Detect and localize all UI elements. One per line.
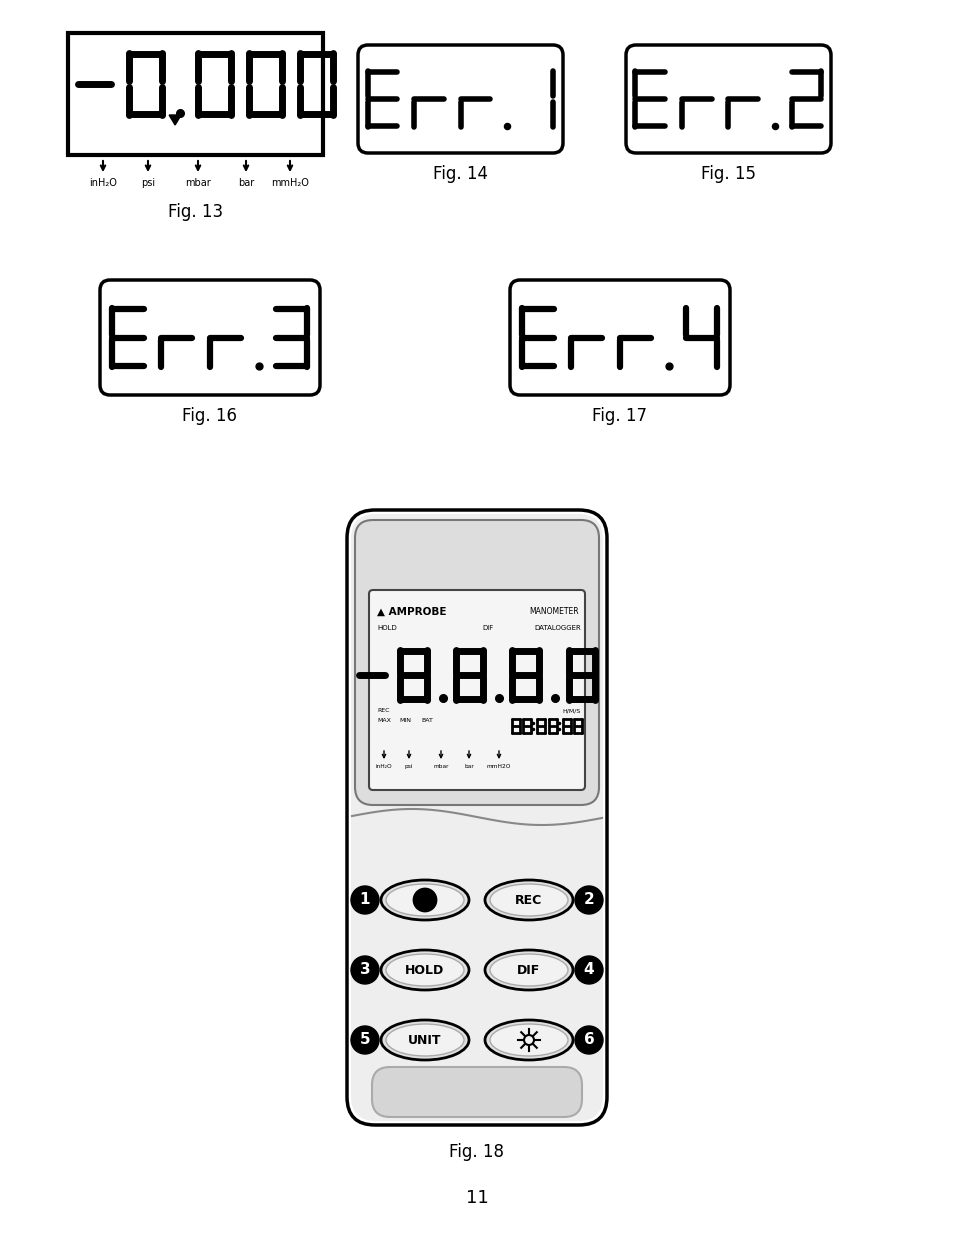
Circle shape bbox=[575, 956, 602, 984]
FancyBboxPatch shape bbox=[355, 520, 598, 805]
Text: MIN: MIN bbox=[398, 719, 411, 724]
Text: 3: 3 bbox=[359, 962, 370, 978]
Text: Fig. 18: Fig. 18 bbox=[449, 1142, 504, 1161]
Bar bbox=[68, 32, 323, 155]
FancyBboxPatch shape bbox=[357, 45, 562, 152]
Circle shape bbox=[351, 1026, 378, 1054]
Text: psi: psi bbox=[141, 177, 155, 187]
Wedge shape bbox=[414, 889, 436, 911]
FancyBboxPatch shape bbox=[625, 45, 830, 152]
Polygon shape bbox=[169, 115, 181, 125]
Text: mbar: mbar bbox=[185, 177, 211, 187]
Ellipse shape bbox=[386, 884, 463, 916]
Text: 6: 6 bbox=[583, 1032, 594, 1048]
Text: bar: bar bbox=[237, 177, 253, 187]
Text: DIF: DIF bbox=[517, 964, 540, 976]
FancyBboxPatch shape bbox=[347, 510, 606, 1125]
Ellipse shape bbox=[484, 880, 573, 920]
Text: 4: 4 bbox=[583, 962, 594, 978]
FancyBboxPatch shape bbox=[372, 1068, 581, 1118]
Text: MANOMETER: MANOMETER bbox=[529, 608, 578, 616]
Ellipse shape bbox=[380, 880, 469, 920]
Text: 5: 5 bbox=[359, 1032, 370, 1048]
Text: BAT: BAT bbox=[420, 719, 433, 724]
Ellipse shape bbox=[386, 1024, 463, 1056]
Text: inH₂O: inH₂O bbox=[375, 764, 392, 769]
Text: DATALOGGER: DATALOGGER bbox=[534, 625, 580, 631]
FancyBboxPatch shape bbox=[351, 514, 602, 1121]
Ellipse shape bbox=[380, 950, 469, 990]
FancyBboxPatch shape bbox=[510, 280, 729, 395]
Text: psi: psi bbox=[404, 764, 413, 769]
Text: 1: 1 bbox=[359, 892, 370, 908]
Text: MAX: MAX bbox=[376, 719, 391, 724]
Text: mmH2O: mmH2O bbox=[486, 764, 511, 769]
Text: H/M/S: H/M/S bbox=[562, 709, 580, 714]
Text: inH₂O: inH₂O bbox=[89, 177, 117, 187]
Text: 2: 2 bbox=[583, 892, 594, 908]
Text: Fig. 14: Fig. 14 bbox=[433, 165, 488, 182]
Text: DIF: DIF bbox=[481, 625, 493, 631]
Circle shape bbox=[351, 886, 378, 914]
Text: Fig. 17: Fig. 17 bbox=[592, 408, 647, 425]
Ellipse shape bbox=[484, 1020, 573, 1060]
FancyBboxPatch shape bbox=[100, 280, 319, 395]
Text: ▲ AMPROBE: ▲ AMPROBE bbox=[376, 608, 446, 618]
Ellipse shape bbox=[484, 950, 573, 990]
Text: REC: REC bbox=[376, 709, 389, 714]
Text: bar: bar bbox=[464, 764, 474, 769]
Ellipse shape bbox=[380, 1020, 469, 1060]
Text: mmH₂O: mmH₂O bbox=[271, 177, 309, 187]
Ellipse shape bbox=[490, 954, 567, 986]
Ellipse shape bbox=[490, 1024, 567, 1056]
Text: Fig. 16: Fig. 16 bbox=[182, 408, 237, 425]
Ellipse shape bbox=[386, 954, 463, 986]
Text: REC: REC bbox=[515, 894, 542, 906]
Text: Fig. 15: Fig. 15 bbox=[700, 165, 755, 182]
Text: Fig. 13: Fig. 13 bbox=[168, 202, 223, 221]
Circle shape bbox=[575, 1026, 602, 1054]
Text: mbar: mbar bbox=[433, 764, 448, 769]
FancyBboxPatch shape bbox=[369, 590, 584, 790]
Circle shape bbox=[351, 956, 378, 984]
Text: HOLD: HOLD bbox=[405, 964, 444, 976]
Text: HOLD: HOLD bbox=[376, 625, 396, 631]
Text: 11: 11 bbox=[465, 1189, 488, 1208]
Text: UNIT: UNIT bbox=[408, 1034, 441, 1046]
Circle shape bbox=[575, 886, 602, 914]
Ellipse shape bbox=[490, 884, 567, 916]
